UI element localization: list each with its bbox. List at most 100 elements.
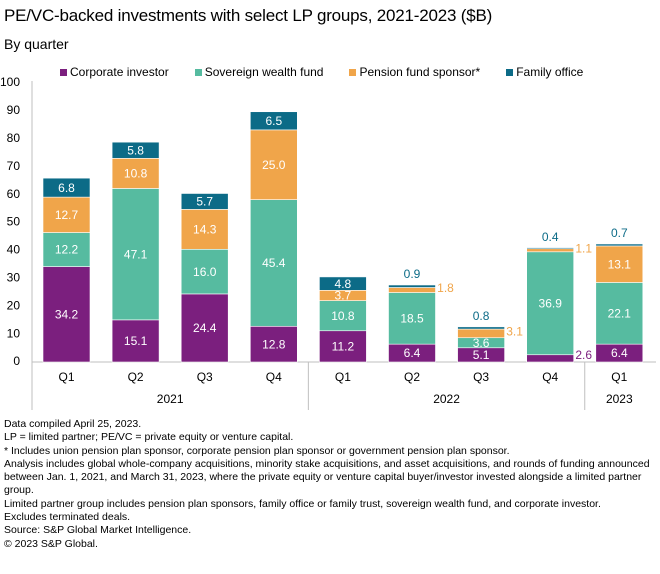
- x-group-label: 2023: [606, 392, 633, 406]
- x-tick-label: Q1: [335, 370, 351, 384]
- legend-label: Pension fund sponsor*: [359, 65, 481, 79]
- note-source: Source: S&P Global Market Intelligence.: [4, 524, 192, 537]
- data-label: 12.8: [262, 337, 286, 351]
- y-tick-label: 0: [13, 354, 20, 368]
- y-tick-label: 40: [7, 243, 21, 257]
- bar-segment: [319, 276, 367, 291]
- data-label: 3.1: [506, 325, 523, 339]
- x-tick-label: Q3: [473, 370, 489, 384]
- bar-segment: [526, 251, 575, 356]
- y-tick-label: 60: [7, 187, 21, 201]
- bar-segment: [180, 193, 229, 210]
- bar-segment: [595, 282, 644, 345]
- x-tick-label: Q2: [404, 370, 420, 384]
- legend-swatch: [349, 68, 357, 76]
- data-label: 5.8: [127, 143, 144, 157]
- footnotes: Data compiled April 25, 2023. LP = limit…: [4, 418, 654, 551]
- bar-segment: [180, 209, 229, 250]
- bar-segment: [250, 325, 298, 363]
- note-lp-group: Limited partner group includes pension p…: [4, 497, 601, 510]
- note-copyright: © 2023 S&P Global.: [4, 537, 98, 550]
- data-label: 5.1: [473, 348, 490, 362]
- data-label: 10.8: [331, 309, 355, 323]
- data-label: 6.4: [611, 346, 628, 360]
- data-label: 22.1: [608, 306, 632, 320]
- x-group-label: 2021: [157, 392, 184, 406]
- legend-swatch: [60, 68, 67, 76]
- bar-segment: [111, 319, 160, 363]
- data-label: 6.4: [404, 346, 421, 360]
- chart-title: PE/VC-backed investments with select LP …: [4, 6, 493, 25]
- note-abbreviations: LP = limited partner; PE/VC = private eq…: [4, 431, 294, 444]
- legend: Corporate investor Sovereign wealth fund…: [60, 65, 609, 79]
- legend-item-sovereign-wealth-fund: Sovereign wealth fund: [194, 65, 324, 79]
- bar-segment: [526, 354, 575, 363]
- bar-segment: [457, 328, 505, 339]
- data-label: 47.1: [124, 247, 148, 261]
- bar-segment: [319, 330, 367, 363]
- bar-segment: [111, 158, 160, 189]
- y-tick-label: 90: [7, 103, 21, 117]
- data-label: 3.7: [335, 289, 352, 303]
- data-label: 1.1: [575, 241, 592, 255]
- legend-label: Sovereign wealth fund: [204, 65, 324, 79]
- y-tick-label: 80: [7, 131, 21, 145]
- bar-segment: [388, 292, 436, 345]
- legend-label: Family office: [516, 65, 584, 79]
- data-label: 0.8: [473, 309, 490, 323]
- data-label: 4.8: [335, 277, 352, 291]
- data-label: 45.4: [262, 256, 286, 270]
- data-label: 0.7: [611, 226, 628, 240]
- x-tick-label: Q1: [58, 370, 74, 384]
- legend-item-family-office: Family office: [506, 65, 583, 79]
- y-tick-label: 10: [7, 326, 21, 340]
- bar-segment: [111, 188, 160, 321]
- data-label: 15.1: [124, 334, 148, 348]
- y-tick-label: 50: [7, 215, 21, 229]
- y-tick-label: 100: [0, 75, 20, 89]
- y-tick-label: 70: [7, 159, 21, 173]
- chart-subtitle: By quarter: [4, 36, 69, 52]
- y-tick-label: 20: [7, 298, 21, 312]
- bar-segment: [42, 196, 91, 233]
- data-label: 3.6: [473, 336, 490, 350]
- data-label: 12.7: [55, 208, 79, 222]
- data-label: 1.8: [437, 281, 454, 295]
- x-group-label: 2022: [433, 392, 460, 406]
- legend-swatch: [194, 68, 202, 76]
- data-label: 6.8: [58, 181, 75, 195]
- data-label: 25.0: [262, 158, 286, 172]
- legend-label: Corporate investor: [70, 65, 169, 79]
- legend-swatch: [506, 68, 514, 76]
- note-exclusions: Excludes terminated deals.: [4, 511, 131, 524]
- bar-segment: [388, 287, 436, 293]
- data-label: 11.2: [332, 340, 355, 354]
- data-label: 0.9: [404, 267, 421, 281]
- legend-item-pension-fund-sponsor: Pension fund sponsor*: [349, 65, 480, 79]
- bar-segment: [595, 245, 644, 283]
- x-tick-label: Q2: [128, 370, 144, 384]
- data-label: 12.2: [55, 243, 79, 257]
- bar-segment: [457, 326, 505, 330]
- bar-segment: [42, 266, 91, 363]
- bar-segment: [595, 243, 644, 247]
- bar-segment: [250, 199, 298, 327]
- x-tick-label: Q3: [197, 370, 213, 384]
- data-label: 10.8: [124, 167, 148, 181]
- note-analysis-scope: Analysis includes global whole-company a…: [4, 457, 650, 497]
- x-tick-label: Q4: [266, 370, 282, 384]
- y-tick-label: 30: [7, 270, 21, 284]
- data-label: 16.0: [193, 265, 217, 279]
- bar-segment: [526, 248, 575, 253]
- data-label: 2.6: [575, 348, 592, 362]
- bar-segment: [388, 284, 436, 288]
- x-tick-label: Q4: [542, 370, 558, 384]
- bar-segment: [42, 232, 91, 267]
- data-label: 5.7: [196, 195, 213, 209]
- data-label: 13.1: [608, 257, 632, 271]
- legend-item-corporate-investor: Corporate investor: [60, 65, 169, 79]
- data-label: 6.5: [265, 114, 282, 128]
- data-label: 14.3: [193, 223, 217, 237]
- bar-segment: [180, 248, 229, 295]
- stacked-bar-chart: 0 10 20 30 40 50 60 70 80 90 100 34.2 12.2 12.7 6.8 Q1 1…: [0, 75, 656, 410]
